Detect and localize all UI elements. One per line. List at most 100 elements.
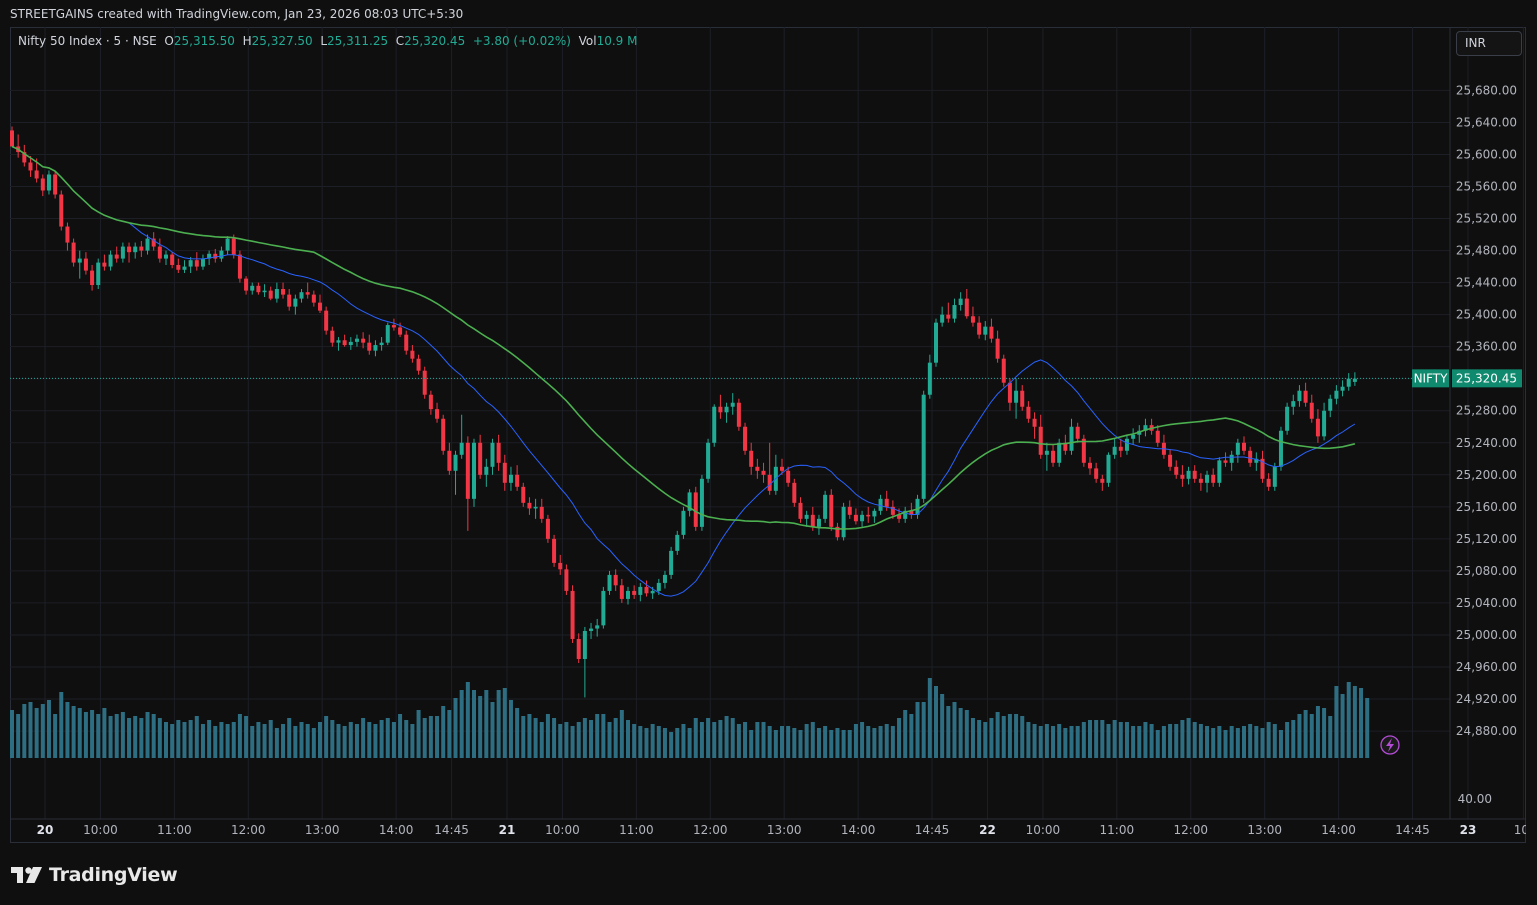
candle-body [293,298,298,307]
price-tick-label: 25,600.00 [1456,147,1517,161]
candle-body [422,370,427,395]
volume-bar [964,710,969,758]
candle-body [921,394,926,499]
volume-bar [416,710,421,758]
candle-body [903,510,908,519]
candle-body [447,450,452,471]
candle-body [718,406,723,413]
candle-body [675,534,680,551]
currency-selector[interactable]: INR [1456,31,1522,56]
candle-body [995,338,1000,359]
time-tick-label: 13:00 [305,823,340,837]
candlestick-chart[interactable]: 25,680.00 25,640.00 25,600.00 25,560.00 25,5… [10,27,1526,843]
candle-body [589,628,594,631]
candle-body [632,590,637,595]
candle-body [1075,426,1080,439]
candle-body [1100,478,1105,483]
volume-bar [472,690,476,758]
lightning-icon[interactable] [1380,735,1400,755]
candle-body [465,442,470,499]
volume-bar [22,704,27,758]
candle-body [1174,466,1179,475]
volume-bar [890,726,895,758]
candle-body [478,442,483,475]
candle-body [1211,474,1216,483]
volume-bar [40,704,45,758]
volume-bar [441,706,446,758]
candle-body [934,322,938,363]
last-price-tag [1452,369,1522,388]
volume-bar [619,710,624,758]
volume-bar [305,724,310,758]
candle-body [816,518,821,527]
volume-bar [83,712,88,758]
volume-bar [478,696,483,758]
candle-body [496,442,501,463]
volume-bar [1328,716,1333,758]
price-tick-label: 24,960.00 [1456,660,1517,674]
volume-bar [459,690,464,758]
volume-bar [1242,726,1246,758]
volume-bar [287,718,292,758]
volume-bar [213,726,218,758]
candle-body [743,426,748,451]
volume-bar [903,710,908,758]
time-tick-label: 14:00 [379,823,414,837]
volume-bar [1291,720,1296,758]
volume-bar [656,726,661,758]
price-tick-label: 25,640.00 [1456,115,1517,129]
volume-bar [527,714,532,758]
candle-body [607,574,612,591]
candle-body [1242,442,1246,451]
tradingview-logo[interactable]: TradingView [11,861,178,889]
volume-bar [681,724,686,758]
volume-bar [958,708,963,758]
volume-bar [866,726,871,758]
volume-bar [872,728,877,758]
volume-bar [792,728,797,758]
candle-body [299,292,304,299]
volume-bar [1088,720,1092,758]
volume-bar [1359,688,1364,758]
candle-body [213,253,218,259]
volume-bar [1340,694,1345,758]
volume-bar [515,708,520,758]
candle-body [250,285,255,291]
candle-body [385,325,390,343]
volume-bar [256,722,261,758]
candle-body [515,474,520,487]
candle-body [1217,460,1222,483]
volume-bar [77,708,82,758]
ma-slow-line [11,145,1356,530]
volume-bar [533,718,538,758]
volume-label: Vol [578,34,597,48]
candle-body [841,506,846,538]
symbol-tag [1412,369,1449,388]
candle-body [1303,390,1308,403]
volume-bar [496,690,501,758]
volume-bar [841,730,846,758]
symbol-label[interactable]: Nifty 50 Index · 5 · NSE [18,34,157,48]
volume-bar [977,720,982,758]
attribution-text: STREETGAINS created with TradingView.com… [10,7,464,21]
candle-body [693,492,698,527]
candle-body [373,345,378,351]
volume-bar [194,716,199,758]
volume-bar [28,702,33,758]
candle-body [884,498,889,507]
volume-bar [773,730,778,758]
candle-body [755,466,760,471]
candle-body [656,582,661,591]
candle-body [989,326,994,339]
candle-body [1112,446,1117,455]
volume-bar [1205,726,1210,758]
candle-body [860,514,865,522]
volume-bar [447,710,452,758]
volume-bar [576,722,581,758]
candle-body [1180,474,1185,479]
price-tick-label: 25,200.00 [1456,468,1517,482]
volume-bar [1124,722,1129,758]
axes: 25,680.00 25,640.00 25,600.00 25,560.00 25,5… [10,27,1526,837]
time-tick-label: 11:00 [619,823,654,837]
volume-bar [644,728,649,758]
